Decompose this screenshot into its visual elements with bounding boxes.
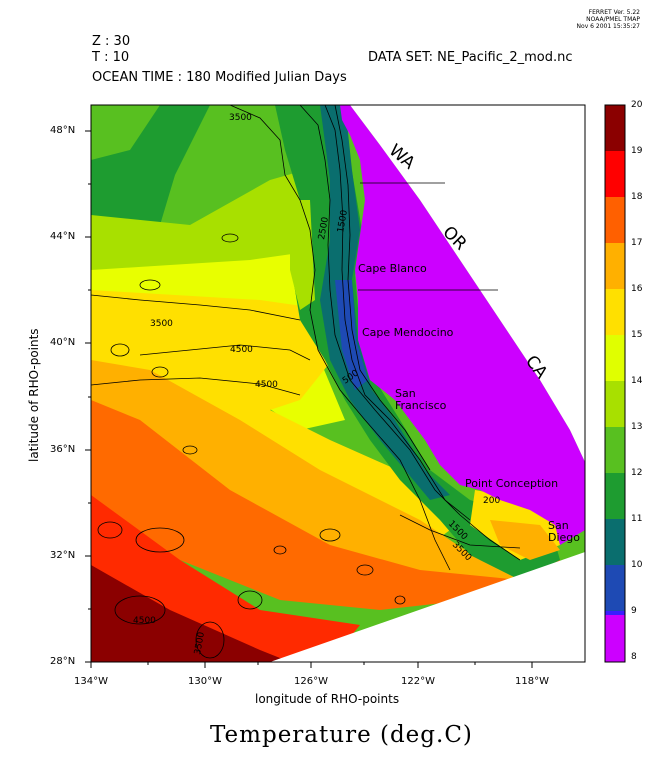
place-label-san-diego: San Diego bbox=[548, 520, 581, 544]
colorbar-tick: 19 bbox=[631, 146, 643, 156]
stamp-line: FERRET Ver. 5.22 bbox=[588, 9, 640, 16]
contour-label: 3500 bbox=[193, 631, 207, 656]
axis-ticks bbox=[85, 130, 533, 668]
map-title: Temperature (deg.C) bbox=[210, 722, 473, 748]
plot-frame bbox=[90, 104, 586, 663]
y-axis-label: latitude of RHO-points bbox=[27, 328, 41, 462]
coastal-upwelling-11c bbox=[320, 105, 450, 500]
colorbar bbox=[604, 104, 626, 663]
band-20c bbox=[91, 565, 290, 662]
ocean-time-label: OCEAN TIME : 180 Modified Julian Days bbox=[92, 70, 347, 85]
place-labels-outer: San Francisco San Diego bbox=[395, 388, 581, 544]
colorbar-tick: 13 bbox=[631, 422, 643, 432]
place-label-san-francisco: San Francisco bbox=[395, 388, 447, 412]
place-labels: Cape Blanco Cape Mendocino Point Concept… bbox=[358, 262, 558, 490]
y-tick-label: 48°N bbox=[50, 125, 76, 136]
band-13c-nw bbox=[91, 105, 160, 160]
place-label-point-conception: Point Conception bbox=[465, 477, 558, 490]
contour-label: 200 bbox=[483, 496, 500, 506]
colorbar-tick: 17 bbox=[631, 238, 643, 248]
bathymetry-contours bbox=[91, 105, 521, 659]
x-tick-label: 126°W bbox=[294, 676, 328, 687]
colorbar-tick: 10 bbox=[631, 560, 643, 570]
contour-label: 3500 bbox=[229, 113, 252, 123]
coastal-upwelling-10c bbox=[335, 280, 368, 390]
place-label-cape-blanco: Cape Blanco bbox=[358, 262, 427, 275]
place-label-cape-mendocino: Cape Mendocino bbox=[362, 326, 454, 339]
colorbar-tick: 11 bbox=[631, 514, 643, 524]
contour-label: 3500 bbox=[150, 319, 173, 329]
y-tick-label: 36°N bbox=[50, 444, 76, 455]
z-level-label: Z : 30 bbox=[92, 34, 131, 49]
x-tick-label: 130°W bbox=[188, 676, 222, 687]
x-tick-label: 122°W bbox=[401, 676, 435, 687]
place-label-text: San Diego bbox=[548, 520, 581, 544]
domain-outside-south bbox=[270, 552, 585, 662]
y-tick-label: 28°N bbox=[50, 656, 76, 667]
y-tick-label: 32°N bbox=[50, 550, 76, 561]
domain-outside-north bbox=[350, 105, 585, 462]
y-tick-label: 44°N bbox=[50, 231, 76, 242]
x-axis-label: longitude of RHO-points bbox=[255, 692, 400, 706]
colorbar-tick: 20 bbox=[631, 100, 643, 110]
band-17c bbox=[91, 360, 520, 600]
colorbar-tick: 9 bbox=[631, 606, 637, 616]
stamp-line: Nov 6 2001 15:35:27 bbox=[576, 23, 640, 30]
x-tick-label: 134°W bbox=[74, 676, 108, 687]
dataset-label: DATA SET: NE_Pacific_2_mod.nc bbox=[368, 50, 573, 65]
colorbar-tick: 14 bbox=[631, 376, 643, 386]
stamp-line: NOAA/PMEL TMAP bbox=[586, 16, 640, 23]
temperature-field: 3500 2500 1500 3500 4500 4500 500 1500 3… bbox=[91, 105, 585, 662]
contour-label: 2500 bbox=[317, 216, 331, 241]
colorbar-tick: 18 bbox=[631, 192, 643, 202]
contour-label: 4500 bbox=[255, 380, 278, 390]
place-label-text: San Francisco bbox=[395, 388, 447, 412]
band-18c bbox=[91, 400, 560, 610]
colorbar-tick: 8 bbox=[631, 652, 637, 662]
colorbar-tick: 16 bbox=[631, 284, 643, 294]
time-step-label: T : 10 bbox=[92, 50, 130, 65]
colorbar-tick: 12 bbox=[631, 468, 643, 478]
contour-label: 4500 bbox=[133, 616, 156, 626]
x-tick-label: 118°W bbox=[515, 676, 549, 687]
y-tick-label: 40°N bbox=[50, 337, 76, 348]
colorbar-tick: 15 bbox=[631, 330, 643, 340]
software-stamp: FERRET Ver. 5.22 NOAA/PMEL TMAP Nov 6 20… bbox=[577, 9, 640, 30]
bight-17c bbox=[490, 520, 560, 560]
contour-label: 4500 bbox=[230, 345, 253, 355]
land-mask bbox=[340, 105, 585, 545]
contour-label: 1500 bbox=[336, 209, 350, 234]
